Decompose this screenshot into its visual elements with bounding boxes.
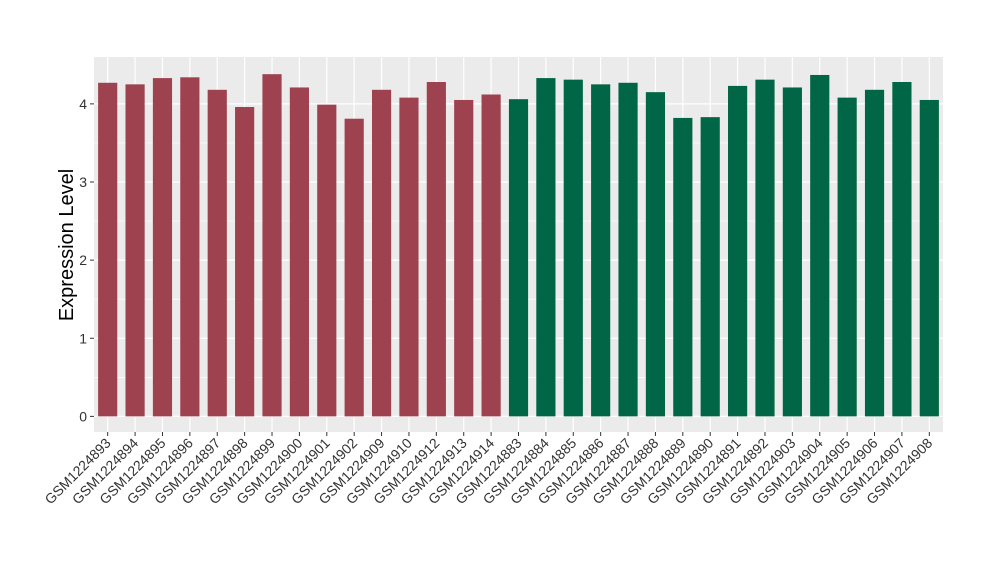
- bar-GSM1224905: [837, 97, 857, 417]
- y-tick-label: 0: [79, 408, 87, 424]
- bar-GSM1224897: [207, 89, 227, 417]
- bar-GSM1224902: [344, 118, 364, 417]
- bar-GSM1224885: [563, 79, 583, 417]
- bar-GSM1224910: [399, 97, 419, 417]
- y-tick-label: 3: [79, 174, 87, 190]
- bar-GSM1224907: [892, 82, 912, 417]
- x-axis: GSM1224893GSM1224894GSM1224895GSM1224896…: [41, 432, 936, 507]
- bar-GSM1224894: [125, 84, 145, 417]
- bar-GSM1224890: [700, 117, 720, 417]
- bar-GSM1224900: [289, 87, 309, 417]
- bar-GSM1224896: [180, 77, 200, 417]
- bar-GSM1224914: [481, 94, 501, 417]
- y-tick-label: 2: [79, 252, 87, 268]
- bar-GSM1224903: [782, 87, 802, 417]
- bar-GSM1224898: [235, 107, 255, 417]
- bar-GSM1224892: [755, 79, 775, 417]
- bars: [98, 74, 939, 417]
- bar-GSM1224887: [618, 82, 638, 417]
- bar-GSM1224891: [728, 85, 748, 417]
- bar-GSM1224909: [371, 89, 392, 417]
- y-tick-label: 4: [79, 96, 87, 112]
- bar-GSM1224913: [454, 99, 474, 417]
- bar-GSM1224883: [508, 99, 529, 417]
- bar-GSM1224888: [645, 92, 666, 417]
- bar-GSM1224884: [536, 78, 556, 417]
- bar-GSM1224899: [262, 74, 282, 417]
- bar-GSM1224895: [152, 78, 173, 417]
- bar-GSM1224906: [864, 89, 885, 417]
- bar-GSM1224904: [810, 74, 830, 417]
- bar-GSM1224893: [98, 82, 118, 417]
- y-axis-title: Expression Level: [56, 169, 78, 321]
- bar-GSM1224889: [673, 117, 693, 417]
- bar-GSM1224908: [919, 99, 939, 417]
- bar-GSM1224886: [591, 84, 611, 417]
- y-tick-label: 1: [79, 330, 87, 346]
- bar-GSM1224901: [317, 104, 337, 417]
- y-axis: 0 1 2 3 4: [79, 96, 94, 424]
- bar-GSM1224912: [426, 82, 446, 417]
